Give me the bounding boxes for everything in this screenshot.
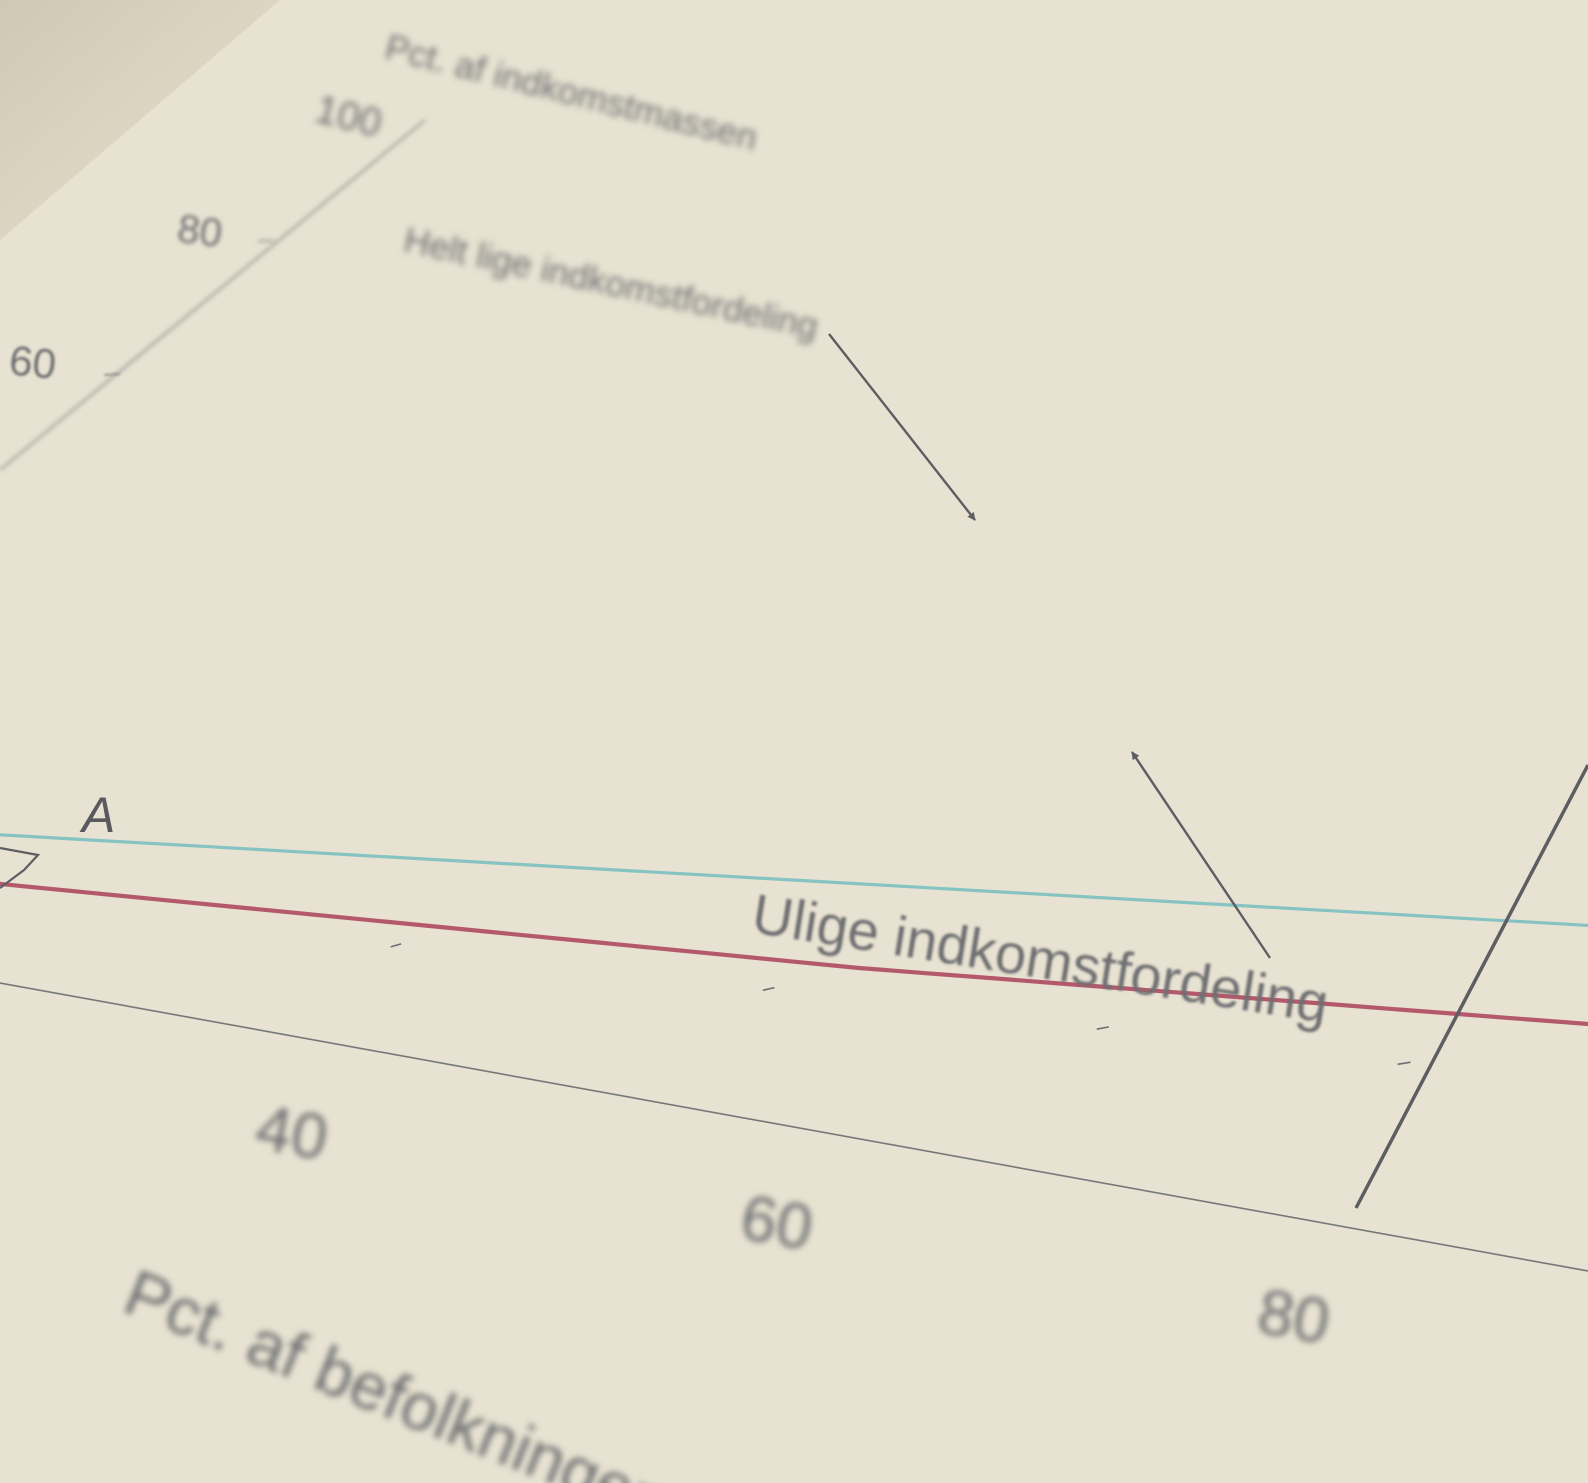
x-axis-title: Pct. af befolkningen <box>115 1254 680 1483</box>
annotations-group: Helt lige indkomstfordeling Ulige indkom… <box>79 219 1333 1035</box>
right-bracket-line <box>1354 764 1588 1209</box>
page-edge-shadow <box>0 0 280 240</box>
x-tick <box>1397 1061 1411 1066</box>
area-a-label: A <box>79 787 115 843</box>
series-group <box>0 833 1588 1027</box>
y-axis-line <box>0 119 426 471</box>
x-tick <box>762 986 775 992</box>
area-b-triangle <box>0 846 41 889</box>
x-axis-group: 40 60 80 Pct. af befolkningen <box>0 943 1588 1483</box>
x-tick <box>390 943 402 948</box>
y-tick-label: 60 <box>7 336 58 388</box>
x-tick-label: 40 <box>251 1091 334 1174</box>
equal-line-arrow <box>828 333 976 521</box>
y-tick <box>103 373 121 376</box>
y-tick-label: 80 <box>175 206 225 256</box>
unequal-distribution-line <box>0 881 1588 1027</box>
x-axis-line <box>0 982 1588 1272</box>
x-tick-label: 60 <box>736 1181 819 1264</box>
x-tick <box>1096 1026 1110 1030</box>
x-tick-label: 80 <box>1253 1275 1336 1358</box>
unequal-line-arrow <box>1131 751 1271 959</box>
equal-line-annotation: Helt lige indkomstfordeling <box>400 219 822 347</box>
y-tick-label: 100 <box>311 87 386 146</box>
y-axis-title: Pct. af indkomstmassen <box>381 26 762 158</box>
